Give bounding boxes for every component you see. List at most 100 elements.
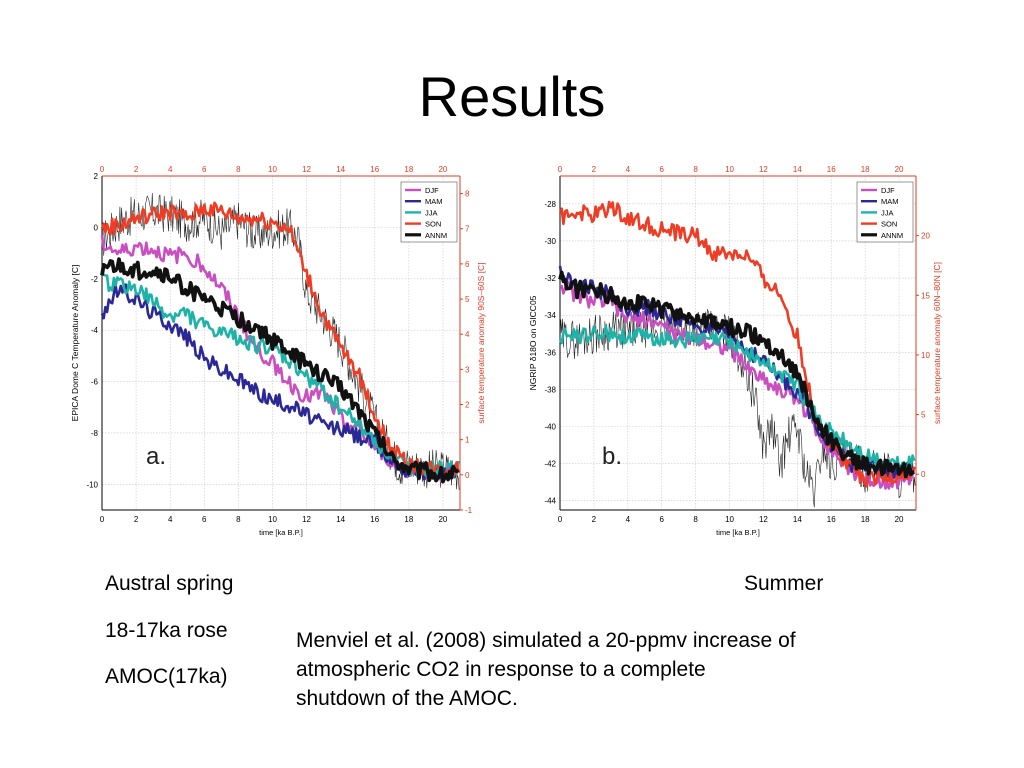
x-tick-label-top: 10 bbox=[725, 165, 734, 174]
x-tick-label-top: 14 bbox=[336, 165, 345, 174]
y-tick-label-right: 0 bbox=[921, 470, 926, 479]
x-tick-label-top: 8 bbox=[236, 165, 241, 174]
legend-label-djf: DJF bbox=[425, 186, 439, 195]
y-tick-label-left: -2 bbox=[91, 275, 99, 284]
x-tick-label: 4 bbox=[626, 515, 631, 524]
x-tick-label-top: 4 bbox=[626, 165, 631, 174]
note-austral-spring: Austral spring bbox=[105, 572, 234, 595]
series-line-annm bbox=[100, 257, 460, 484]
y-axis-label-right: surface temperature anomaly 60N–80N [C] bbox=[932, 262, 942, 424]
x-tick-label: 8 bbox=[693, 515, 698, 524]
y-tick-label-left: -30 bbox=[544, 237, 556, 246]
x-tick-label: 16 bbox=[370, 515, 379, 524]
x-tick-label-top: 20 bbox=[895, 165, 904, 174]
y-tick-label-left: 2 bbox=[94, 172, 99, 181]
y-tick-label-right: 2 bbox=[465, 401, 470, 410]
y-axis-label-right: surface temperature anomaly 90S–60S [C] bbox=[476, 262, 486, 423]
x-tick-label-top: 14 bbox=[793, 165, 802, 174]
legend-label-annm: ANNM bbox=[425, 231, 447, 240]
y-tick-label-left: 0 bbox=[94, 223, 99, 232]
legend-label-jja: JJA bbox=[881, 208, 894, 217]
y-tick-label-right: 6 bbox=[465, 260, 470, 269]
y-tick-label-right: 7 bbox=[465, 225, 470, 234]
x-tick-label-top: 18 bbox=[861, 165, 870, 174]
y-tick-label-left: -34 bbox=[544, 311, 556, 320]
slide-title: Results bbox=[418, 65, 606, 128]
x-tick-label-top: 2 bbox=[134, 165, 139, 174]
legend-label-jja: JJA bbox=[425, 208, 438, 217]
x-tick-label: 0 bbox=[100, 515, 105, 524]
x-tick-label: 10 bbox=[725, 515, 734, 524]
y-tick-label-left: -10 bbox=[86, 480, 98, 489]
legend-label-son: SON bbox=[425, 220, 441, 229]
x-tick-label-top: 12 bbox=[759, 165, 768, 174]
y-tick-label-left: -4 bbox=[91, 326, 99, 335]
x-tick-label: 4 bbox=[168, 515, 173, 524]
panel-label: b. bbox=[602, 443, 622, 470]
x-tick-label: 16 bbox=[827, 515, 836, 524]
y-tick-label-left: -40 bbox=[544, 423, 556, 432]
body-text: Menviel et al. (2008) simulated a 20-ppm… bbox=[296, 629, 796, 710]
x-tick-label: 12 bbox=[302, 515, 311, 524]
y-tick-label-left: -8 bbox=[91, 429, 99, 438]
x-tick-label: 14 bbox=[336, 515, 345, 524]
y-tick-label-right: -1 bbox=[465, 506, 473, 515]
y-tick-label-right: 5 bbox=[465, 295, 470, 304]
x-axis-label: time [ka B.P.] bbox=[259, 528, 303, 537]
x-tick-label-top: 20 bbox=[438, 165, 447, 174]
y-tick-label-left: -36 bbox=[544, 348, 556, 357]
y-tick-label-left: -42 bbox=[544, 460, 556, 469]
y-tick-label-left: -28 bbox=[544, 200, 556, 209]
x-tick-label: 20 bbox=[895, 515, 904, 524]
legend-label-djf: DJF bbox=[881, 186, 895, 195]
legend-label-annm: ANNM bbox=[881, 231, 903, 240]
y-tick-label-right: 0 bbox=[465, 471, 470, 480]
y-tick-label-left: -6 bbox=[91, 378, 99, 387]
note-amoc-17ka: AMOC(17ka) bbox=[105, 665, 228, 688]
x-tick-label-top: 0 bbox=[558, 165, 563, 174]
note-18-17ka-rose: 18-17ka rose bbox=[105, 619, 228, 642]
x-tick-label: 20 bbox=[438, 515, 447, 524]
x-tick-label-top: 6 bbox=[202, 165, 207, 174]
x-tick-label: 6 bbox=[202, 515, 207, 524]
y-tick-label-right: 5 bbox=[921, 411, 926, 420]
x-tick-label-top: 16 bbox=[827, 165, 836, 174]
x-tick-label-top: 16 bbox=[370, 165, 379, 174]
x-tick-label-top: 4 bbox=[168, 165, 173, 174]
x-tick-label-top: 0 bbox=[100, 165, 105, 174]
x-tick-label-top: 12 bbox=[302, 165, 311, 174]
chart-a: 002244668810101212141416161818202020-2-4… bbox=[70, 165, 486, 537]
legend-label-mam: MAM bbox=[881, 197, 899, 206]
x-tick-label: 18 bbox=[404, 515, 413, 524]
y-tick-label-left: -44 bbox=[544, 497, 556, 506]
x-tick-label-top: 8 bbox=[693, 165, 698, 174]
x-tick-label: 12 bbox=[759, 515, 768, 524]
x-tick-label: 0 bbox=[558, 515, 563, 524]
note-summer: Summer bbox=[744, 572, 824, 595]
y-tick-label-left: -38 bbox=[544, 385, 556, 394]
x-tick-label: 2 bbox=[134, 515, 139, 524]
y-tick-label-right: 15 bbox=[921, 291, 930, 300]
y-tick-label-right: 1 bbox=[465, 436, 470, 445]
y-tick-label-left: -32 bbox=[544, 274, 556, 283]
series-line-annm bbox=[558, 270, 915, 479]
y-tick-label-right: 10 bbox=[921, 351, 930, 360]
panel-label: a. bbox=[146, 443, 166, 470]
y-axis-label-left: EPICA Dome C Temperature Anomaly [C] bbox=[70, 265, 80, 422]
y-tick-label-right: 4 bbox=[465, 330, 470, 339]
x-axis-label: time [ka B.P.] bbox=[716, 528, 760, 537]
x-tick-label-top: 6 bbox=[659, 165, 664, 174]
series-line-jja bbox=[558, 324, 916, 473]
y-axis-label-left: NGRIP δ18O on GICC05 bbox=[528, 295, 538, 390]
x-tick-label: 14 bbox=[793, 515, 802, 524]
series-line-jja bbox=[101, 272, 460, 481]
x-tick-label: 6 bbox=[659, 515, 664, 524]
series-line-son bbox=[100, 201, 460, 480]
x-tick-label: 18 bbox=[861, 515, 870, 524]
legend-label-mam: MAM bbox=[425, 197, 443, 206]
x-tick-label: 8 bbox=[236, 515, 241, 524]
x-tick-label: 10 bbox=[268, 515, 277, 524]
chart-b: 0 0 2 2 4 4 6 6 8 8 10 10 12 12 14 14 16 16 18 18 20 20 -28 -30… bbox=[528, 165, 942, 537]
x-tick-label-top: 18 bbox=[404, 165, 413, 174]
y-tick-label-right: 8 bbox=[465, 190, 470, 199]
